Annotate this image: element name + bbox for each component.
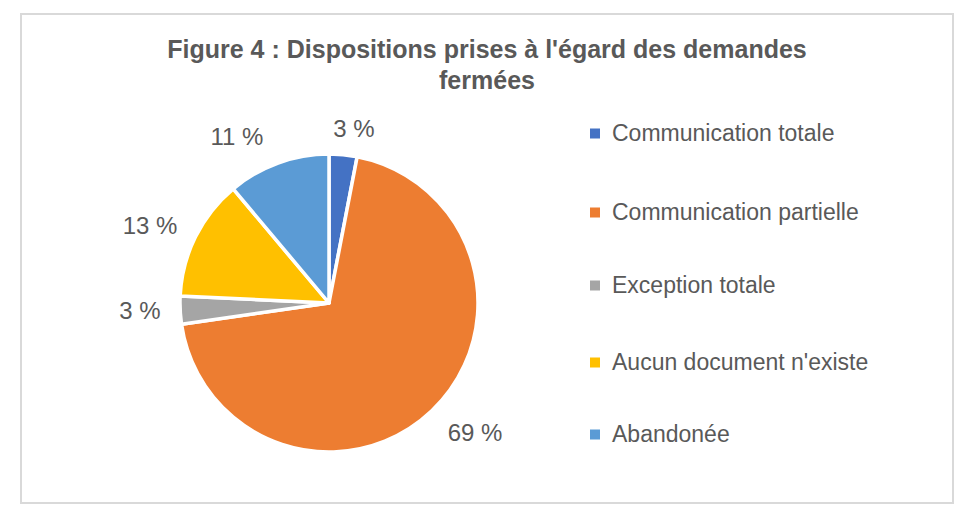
data-label-3: 3 % bbox=[119, 297, 160, 325]
data-label-5: 11 % bbox=[211, 123, 264, 151]
data-label-4: 13 % bbox=[123, 212, 178, 240]
data-label-1: 3 % bbox=[333, 115, 374, 143]
data-label-2: 69 % bbox=[448, 419, 503, 447]
chart-figure: Figure 4 : Dispositions prises à l'égard… bbox=[0, 0, 974, 518]
